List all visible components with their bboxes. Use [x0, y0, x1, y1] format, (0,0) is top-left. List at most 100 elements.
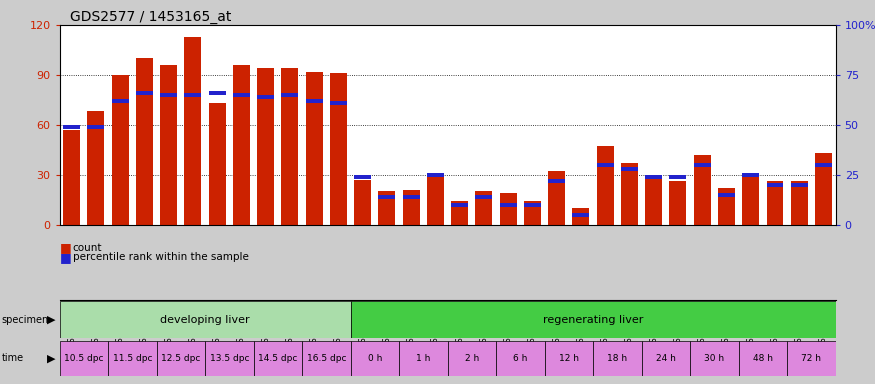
Bar — [524, 203, 541, 207]
Bar — [669, 181, 687, 225]
Bar — [379, 191, 396, 225]
Bar — [452, 203, 468, 207]
Bar — [815, 163, 832, 167]
Bar — [815, 153, 832, 225]
Bar — [690, 341, 738, 376]
Bar — [354, 175, 371, 179]
Bar — [447, 341, 496, 376]
Bar — [60, 341, 108, 376]
Text: developing liver: developing liver — [160, 314, 250, 325]
Bar — [351, 341, 399, 376]
Bar — [254, 341, 302, 376]
Bar — [233, 65, 250, 225]
Bar — [112, 99, 129, 103]
Bar — [500, 193, 516, 225]
Bar — [208, 103, 226, 225]
Bar — [572, 208, 590, 225]
Bar — [399, 341, 447, 376]
Bar — [766, 183, 783, 187]
Text: 16.5 dpc: 16.5 dpc — [306, 354, 346, 363]
Bar — [233, 93, 250, 97]
Bar — [60, 301, 351, 338]
Bar — [621, 167, 638, 171]
Bar — [282, 93, 298, 97]
Text: 18 h: 18 h — [607, 354, 627, 363]
Bar — [88, 111, 104, 225]
Bar — [257, 95, 274, 99]
Bar — [597, 163, 613, 167]
Text: 72 h: 72 h — [802, 354, 822, 363]
Bar — [549, 171, 565, 225]
Text: 11.5 dpc: 11.5 dpc — [113, 354, 152, 363]
Bar — [788, 341, 836, 376]
Bar — [136, 91, 153, 95]
Text: 24 h: 24 h — [656, 354, 676, 363]
Bar — [205, 341, 254, 376]
Text: 12.5 dpc: 12.5 dpc — [161, 354, 200, 363]
Text: GDS2577 / 1453165_at: GDS2577 / 1453165_at — [70, 10, 231, 23]
Bar — [742, 173, 760, 177]
Text: 48 h: 48 h — [752, 354, 773, 363]
Text: time: time — [2, 353, 24, 364]
Bar — [496, 341, 544, 376]
Bar — [63, 125, 80, 129]
Bar — [738, 341, 788, 376]
Text: 10.5 dpc: 10.5 dpc — [64, 354, 103, 363]
Bar — [694, 163, 710, 167]
Bar — [766, 181, 783, 225]
Bar — [524, 201, 541, 225]
Bar — [593, 341, 641, 376]
Bar — [108, 341, 157, 376]
Text: 12 h: 12 h — [559, 354, 579, 363]
Bar — [718, 188, 735, 225]
Bar — [718, 193, 735, 197]
Bar — [572, 213, 590, 217]
Text: 6 h: 6 h — [513, 354, 528, 363]
Bar — [160, 93, 177, 97]
Text: ■: ■ — [60, 251, 71, 264]
Bar — [330, 101, 346, 105]
Bar — [63, 130, 80, 225]
Bar — [305, 71, 323, 225]
Text: 2 h: 2 h — [465, 354, 479, 363]
Bar — [351, 301, 836, 338]
Bar — [282, 68, 298, 225]
Bar — [185, 93, 201, 97]
Bar — [208, 91, 226, 95]
Bar — [742, 173, 760, 225]
Text: 13.5 dpc: 13.5 dpc — [209, 354, 249, 363]
Bar — [500, 203, 516, 207]
Bar — [257, 68, 274, 225]
Bar — [475, 195, 493, 199]
Text: ■: ■ — [60, 241, 71, 254]
Text: 14.5 dpc: 14.5 dpc — [258, 354, 298, 363]
Bar — [597, 146, 613, 225]
Bar — [669, 175, 687, 179]
Bar — [544, 341, 593, 376]
Bar — [791, 183, 808, 187]
Bar — [136, 58, 153, 225]
Text: ▶: ▶ — [46, 314, 55, 325]
Bar — [305, 99, 323, 103]
Bar — [641, 341, 690, 376]
Bar — [475, 191, 493, 225]
Text: count: count — [73, 243, 102, 253]
Bar — [354, 180, 371, 225]
Bar — [645, 175, 662, 179]
Bar — [621, 163, 638, 225]
Bar — [791, 181, 808, 225]
Bar — [427, 173, 444, 177]
Text: percentile rank within the sample: percentile rank within the sample — [73, 252, 248, 262]
Text: regenerating liver: regenerating liver — [542, 314, 643, 325]
Bar — [402, 195, 420, 199]
Bar — [157, 341, 205, 376]
Bar — [645, 175, 662, 225]
Bar — [185, 36, 201, 225]
Text: 30 h: 30 h — [704, 354, 724, 363]
Text: 0 h: 0 h — [368, 354, 382, 363]
Bar — [302, 341, 351, 376]
Text: ▶: ▶ — [46, 353, 55, 364]
Bar — [112, 75, 129, 225]
Bar — [427, 175, 444, 225]
Bar — [160, 65, 177, 225]
